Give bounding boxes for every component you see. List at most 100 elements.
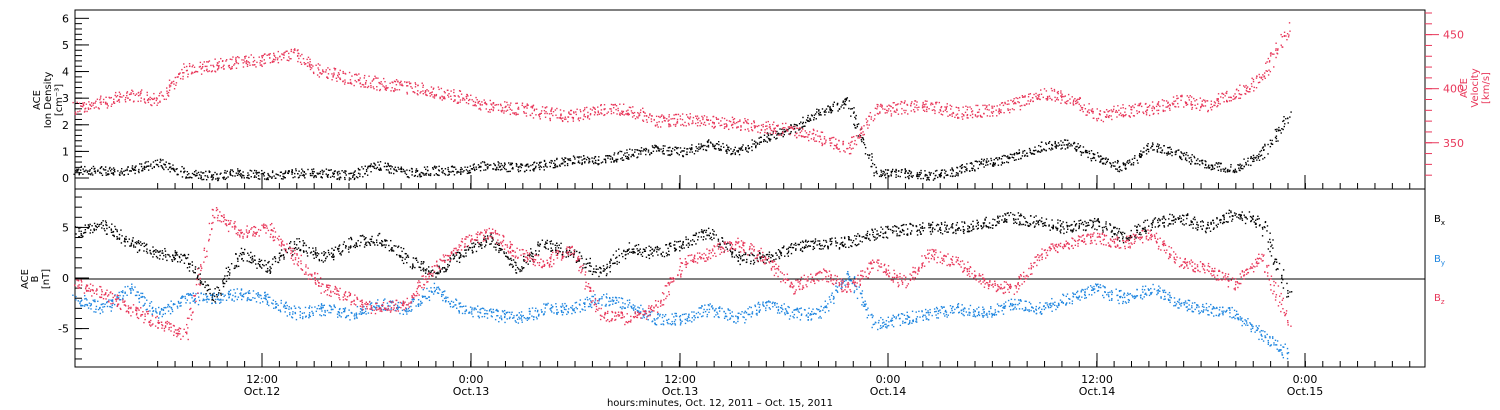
velocity-point xyxy=(921,105,924,107)
density-point xyxy=(1239,167,1242,169)
density-point xyxy=(170,168,173,170)
density-point xyxy=(388,164,390,167)
field-point-bx xyxy=(252,261,254,263)
velocity-point xyxy=(501,107,504,109)
velocity-point xyxy=(128,93,131,96)
velocity-point xyxy=(1200,106,1202,109)
field-point-bx xyxy=(269,266,271,268)
velocity-point xyxy=(844,151,846,153)
density-point xyxy=(447,166,449,169)
density-point xyxy=(944,172,946,174)
density-point xyxy=(890,175,892,177)
velocity-point xyxy=(1015,97,1017,99)
velocity-point xyxy=(847,147,849,150)
velocity-point xyxy=(1086,111,1089,113)
density-point xyxy=(805,119,808,121)
density-point xyxy=(1115,168,1117,170)
velocity-point xyxy=(503,112,505,114)
density-point xyxy=(435,166,438,168)
field-point-bx xyxy=(96,226,98,229)
field-point-bx xyxy=(318,259,321,262)
velocity-point xyxy=(744,120,747,122)
density-point xyxy=(311,174,313,177)
velocity-point xyxy=(753,120,755,122)
field-point-bx xyxy=(251,259,253,261)
velocity-point xyxy=(500,110,502,112)
density-point xyxy=(783,129,785,131)
velocity-point xyxy=(274,55,276,57)
field-point-bx xyxy=(159,250,161,252)
field-point-bx xyxy=(75,233,77,235)
density-point xyxy=(298,176,300,178)
density-point xyxy=(738,153,741,156)
density-point xyxy=(1055,146,1057,148)
velocity-point xyxy=(1007,100,1009,102)
density-point xyxy=(634,151,636,153)
density-point xyxy=(654,146,657,148)
velocity-point xyxy=(372,79,375,81)
velocity-point xyxy=(1165,106,1167,108)
field-point-bx xyxy=(316,254,319,257)
velocity-point xyxy=(203,70,206,72)
velocity-point xyxy=(622,103,625,105)
density-point xyxy=(974,170,976,172)
velocity-point xyxy=(584,107,586,109)
density-point xyxy=(1139,156,1141,158)
velocity-point xyxy=(559,116,562,119)
field-point-bx xyxy=(565,256,567,258)
field-point-bx xyxy=(388,244,390,247)
field-point-bx xyxy=(456,260,458,263)
density-point xyxy=(593,157,595,160)
field-point-bx xyxy=(479,243,481,246)
velocity-point xyxy=(1086,114,1088,116)
density-point xyxy=(890,172,893,174)
density-point xyxy=(359,173,361,175)
velocity-point xyxy=(483,99,485,101)
density-point xyxy=(698,143,700,145)
density-point xyxy=(1275,137,1278,140)
field-point-bx xyxy=(544,243,546,246)
density-point xyxy=(373,167,376,169)
velocity-point xyxy=(339,78,341,80)
density-point xyxy=(1132,162,1135,164)
field-point-bx xyxy=(106,233,108,235)
velocity-point xyxy=(1237,89,1240,92)
density-point xyxy=(1280,132,1282,134)
velocity-point xyxy=(1145,110,1147,113)
density-point xyxy=(312,172,314,175)
density-point xyxy=(1211,165,1214,167)
density-point xyxy=(548,161,551,164)
density-point xyxy=(640,153,642,155)
velocity-point xyxy=(544,112,546,115)
density-point xyxy=(144,162,146,164)
density-point xyxy=(451,170,454,173)
velocity-point xyxy=(951,115,953,117)
field-point-bx xyxy=(420,269,422,272)
velocity-point xyxy=(432,96,434,98)
velocity-point xyxy=(862,134,864,136)
density-point xyxy=(1026,155,1028,157)
velocity-point xyxy=(429,95,431,97)
velocity-point xyxy=(1118,114,1120,116)
density-point xyxy=(128,170,131,172)
density-point xyxy=(1045,143,1048,146)
density-point xyxy=(1117,170,1119,172)
velocity-point xyxy=(523,112,526,114)
density-point xyxy=(971,167,973,170)
velocity-point xyxy=(384,80,386,83)
density-point xyxy=(501,168,503,171)
density-point xyxy=(169,163,171,165)
field-point-bx xyxy=(178,255,181,258)
velocity-point xyxy=(1286,33,1289,35)
velocity-point xyxy=(479,104,482,106)
field-point-bx xyxy=(174,250,176,252)
velocity-point xyxy=(102,101,105,103)
density-point xyxy=(379,169,381,171)
velocity-point xyxy=(1245,84,1247,87)
velocity-point xyxy=(829,142,832,144)
density-point xyxy=(917,177,919,180)
velocity-point xyxy=(1035,92,1037,95)
field-point-bx xyxy=(131,240,134,243)
velocity-point xyxy=(244,55,246,58)
density-point xyxy=(321,169,323,172)
